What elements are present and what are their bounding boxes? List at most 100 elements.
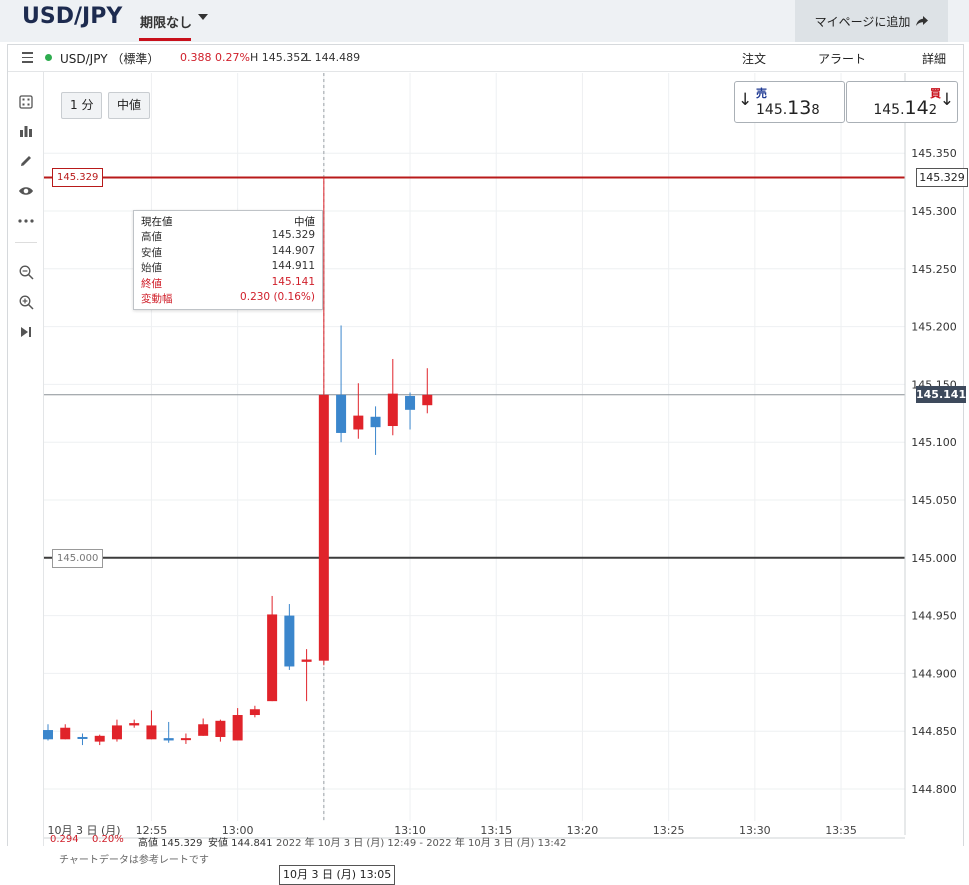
price-axis-label: 144.900	[911, 667, 957, 680]
chart-panel: USD/JPY （標準） 0.388 0.27% H 145.352 L 144…	[7, 44, 968, 885]
eye-icon[interactable]	[17, 182, 35, 200]
period-change: 0.294	[50, 834, 79, 845]
instrument-symbol: USD/JPY （標準）	[60, 52, 160, 66]
arrow-down-icon: ↓	[939, 90, 954, 110]
tooltip-row: 高値 145.329	[141, 229, 315, 244]
chevron-down-icon[interactable]	[198, 14, 208, 20]
time-axis-label: 13:25	[653, 824, 685, 837]
alert-link[interactable]: アラート	[818, 52, 867, 66]
pencil-icon[interactable]	[17, 152, 35, 170]
candle-body	[267, 614, 278, 702]
calculator-icon[interactable]	[17, 93, 35, 111]
candle-body	[301, 659, 312, 662]
day-low: L 144.489	[305, 51, 361, 64]
candle-body	[111, 725, 122, 740]
candle-body	[318, 394, 329, 661]
candle-body	[215, 720, 226, 737]
tooltip-row-label: 終値	[141, 277, 162, 290]
candle-body	[146, 725, 157, 740]
period-active-underline	[139, 38, 191, 41]
high-line-left-label[interactable]: 145.329	[52, 168, 104, 188]
buy-price-pips: 14	[904, 97, 929, 119]
tooltip-row: 始値 144.911	[141, 260, 315, 275]
tooltip-row-label: 高値	[141, 231, 162, 243]
price-axis-label: 144.950	[911, 610, 957, 623]
tooltip-row-value: 144.907	[271, 244, 315, 257]
add-to-mypage-button[interactable]: マイページに追加	[795, 0, 948, 42]
timeframe-button[interactable]: 1 分	[61, 92, 103, 119]
period-change-percent: 0.20%	[92, 834, 124, 845]
time-axis-label: 13:15	[480, 824, 512, 837]
buy-quote-button[interactable]: 買 145.142 ↓	[846, 81, 958, 123]
sell-price-prefix: 145.	[756, 102, 788, 118]
tooltip-row-value: 144.911	[271, 260, 315, 272]
tooltip-row-label: 変動幅	[141, 293, 173, 305]
tooltip-row: 安値 144.907	[141, 245, 315, 260]
time-axis-label: 13:20	[567, 824, 599, 837]
buy-price-fraction: 2	[928, 103, 937, 118]
share-arrow-icon	[916, 15, 929, 26]
sell-quote-button[interactable]: ↓ 売 145.138	[734, 81, 845, 123]
period-dropdown[interactable]: 期限なし	[140, 16, 193, 31]
zoom-in-icon[interactable]	[17, 293, 35, 311]
time-axis-label: 10月 3 日 (月)	[47, 824, 120, 837]
scroll-to-end-icon[interactable]	[17, 323, 35, 341]
drawing-toolbar	[8, 72, 44, 846]
zoom-out-icon[interactable]	[17, 263, 35, 281]
time-axis-label: 12:55	[136, 824, 168, 837]
crosshair-time-label: 10月 3 日 (月) 13:05	[279, 865, 396, 885]
price-axis-label: 145.300	[911, 205, 957, 218]
sell-price-fraction: 8	[811, 103, 820, 118]
price-axis-label: 145.350	[911, 147, 957, 160]
tooltip-price-type: 中値	[294, 216, 315, 228]
buy-price-prefix: 145.	[873, 102, 905, 118]
candle-body	[284, 615, 295, 667]
price-axis-label: 145.100	[911, 436, 957, 449]
sell-price: 145.138	[756, 97, 820, 119]
change-value: 0.388	[180, 51, 212, 64]
top-bar: USD/JPY 期限なし マイページに追加	[0, 0, 969, 42]
tooltip-row-value: 0.230 (0.16%)	[240, 291, 315, 303]
candle-body	[387, 393, 398, 427]
candle-body	[198, 724, 209, 736]
more-options-icon[interactable]	[17, 212, 35, 230]
add-to-mypage-label: マイページに追加	[814, 14, 911, 29]
candle-body	[94, 735, 105, 742]
candle-body	[422, 394, 433, 406]
price-axis-label: 144.800	[911, 783, 957, 796]
candle-body	[77, 736, 88, 739]
details-link[interactable]: 詳細	[922, 52, 947, 66]
tooltip-header: 現在値 中値	[141, 214, 315, 229]
candle-body	[180, 738, 191, 741]
price-axis-label: 144.850	[911, 725, 957, 738]
level-line-left-label[interactable]: 145.000	[52, 548, 104, 568]
hamburger-menu-icon[interactable]	[22, 52, 33, 66]
tooltip-title: 現在値	[141, 216, 173, 228]
period-high: 高値 145.329	[138, 838, 203, 849]
time-axis-label: 13:30	[739, 824, 771, 837]
candle-body	[249, 709, 260, 716]
toolbar-divider	[15, 242, 37, 243]
price-type-button[interactable]: 中値	[108, 92, 151, 119]
tooltip-row-value: 145.329	[271, 229, 315, 241]
candle-body	[163, 738, 174, 741]
sell-label: 売	[756, 87, 767, 100]
ohlc-tooltip: 現在値 中値 高値 145.329 安値 144.907 始値 144.911 終値 145.…	[133, 210, 323, 310]
period-low: 安値 144.841	[208, 838, 273, 849]
buy-price: 145.142	[873, 97, 937, 119]
candle-body	[129, 723, 140, 726]
disclaimer-text: チャートデータは参考レートです	[59, 855, 209, 866]
candle-body	[43, 730, 53, 740]
time-axis-label: 13:35	[825, 824, 857, 837]
candlestick-chart[interactable]: 145.350145.300145.250145.200145.150145.1…	[8, 45, 963, 846]
candle-body	[405, 395, 416, 410]
buy-label: 買	[930, 87, 941, 100]
current-price-tag: 145.141	[916, 385, 967, 403]
price-axis-label: 145.200	[911, 321, 957, 334]
period-range: 2022 年 10月 3 日 (月) 12:49 - 2022 年 10月 3 …	[276, 838, 567, 849]
change-percent: 0.27%	[215, 51, 250, 64]
chart-type-icon[interactable]	[17, 122, 35, 140]
order-link[interactable]: 注文	[742, 52, 767, 66]
time-axis-label: 13:10	[394, 824, 426, 837]
tooltip-row-label: 始値	[141, 262, 162, 274]
